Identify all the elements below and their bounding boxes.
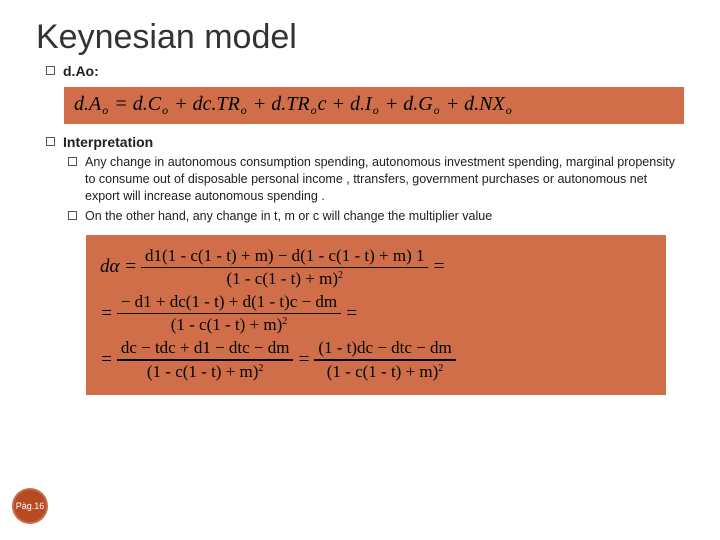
fraction: − d1 + dc(1 - t) + d(1 - t)c − dm (1 - c… (117, 292, 341, 335)
bullet-square-icon (68, 211, 77, 220)
equation-multiplier-box: dα = d1(1 - c(1 - t) + m) − d(1 - c(1 - … (86, 235, 666, 395)
page-number-badge: Pàg.16 (12, 488, 48, 524)
interp-text-2: On the other hand, any change in t, m or… (85, 208, 492, 225)
fraction: (1 - t)dc − dtc − dm (1 - c(1 - t) + m)2 (314, 338, 455, 381)
bullet-square-icon (68, 157, 77, 166)
page-number: Pàg.16 (16, 501, 45, 511)
fraction: dc − tdc + d1 − dtc − dm (1 - c(1 - t) +… (117, 338, 294, 381)
bullet-interpretation: Interpretation Any change in autonomous … (46, 134, 692, 395)
equation-line-1: dα = d1(1 - c(1 - t) + m) − d(1 - c(1 - … (100, 246, 652, 289)
slide-title: Keynesian model (36, 18, 692, 57)
fraction: d1(1 - c(1 - t) + m) − d(1 - c(1 - t) + … (141, 246, 428, 289)
list-item: On the other hand, any change in t, m or… (68, 208, 692, 225)
bullet-square-icon (46, 66, 55, 75)
bullet-dao-label: d.Ao: (63, 63, 99, 79)
list-item: Any change in autonomous consumption spe… (68, 154, 692, 205)
bullet-square-icon (46, 137, 55, 146)
bullet-interpretation-label: Interpretation (63, 134, 153, 150)
slide: Keynesian model d.Ao: d.Ao = d.Co + dc.T… (0, 0, 720, 540)
interp-text-1: Any change in autonomous consumption spe… (85, 154, 685, 205)
equation-dao: d.Ao = d.Co + dc.TRo + d.TRoc + d.Io + d… (74, 93, 513, 115)
equation-line-2: = − d1 + dc(1 - t) + d(1 - t)c − dm (1 -… (100, 292, 652, 335)
bullet-dao: d.Ao: d.Ao = d.Co + dc.TRo + d.TRoc + d.… (46, 63, 692, 124)
equation-line-3: = dc − tdc + d1 − dtc − dm (1 - c(1 - t)… (100, 338, 652, 381)
equation-dao-box: d.Ao = d.Co + dc.TRo + d.TRoc + d.Io + d… (64, 87, 684, 124)
interpretation-list: Any change in autonomous consumption spe… (68, 154, 692, 225)
